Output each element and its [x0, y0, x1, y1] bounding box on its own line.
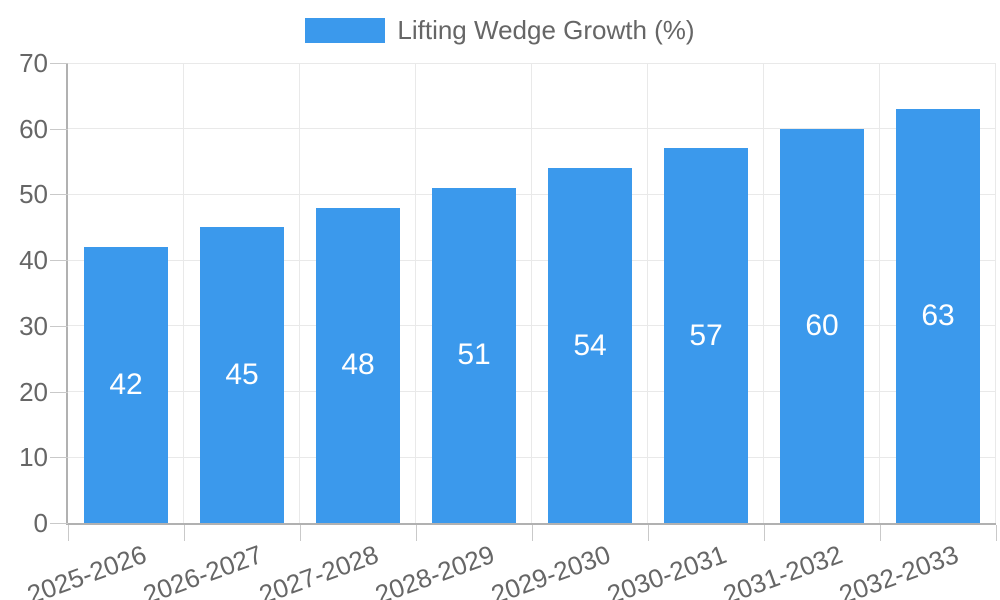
- bar-value-label: 45: [225, 358, 259, 392]
- y-gridline: [68, 325, 996, 327]
- x-gridline: [183, 63, 184, 523]
- x-tick-label: 2027-2028: [254, 539, 382, 600]
- y-tick-mark: [50, 194, 68, 196]
- y-tick-label: 70: [19, 48, 48, 78]
- bar: 54: [548, 168, 632, 523]
- y-tick-mark: [50, 523, 68, 524]
- x-tick-label: 2025-2026: [22, 539, 150, 600]
- x-tick-mark: [416, 525, 417, 541]
- y-tick-label: 60: [19, 113, 48, 144]
- x-gridline: [531, 63, 532, 523]
- y-tick-label: 30: [19, 310, 48, 341]
- bar: 48: [316, 207, 400, 523]
- bar-value-label: 54: [573, 328, 607, 362]
- bar-value-label: 57: [689, 318, 723, 352]
- legend-swatch: [305, 17, 386, 43]
- x-tick-label: 2032-2033: [834, 539, 962, 600]
- bar-value-label: 42: [109, 368, 143, 401]
- plot-area: 42 45 48 51 54 57 60 63: [66, 62, 996, 525]
- x-gridline: [995, 63, 996, 523]
- y-gridline: [68, 259, 996, 261]
- y-gridline: [68, 193, 996, 195]
- y-tick-mark: [50, 325, 68, 327]
- bar: 45: [200, 227, 284, 523]
- y-gridline: [68, 391, 996, 393]
- y-gridline: [68, 456, 996, 458]
- x-gridline: [299, 63, 300, 523]
- x-tick-mark: [68, 525, 69, 541]
- bar: 42: [84, 247, 168, 523]
- bar: 51: [432, 187, 516, 523]
- x-tick-label: 2031-2032: [718, 539, 846, 600]
- bar-value-label: 51: [457, 338, 491, 372]
- y-tick-label: 20: [19, 376, 48, 407]
- y-tick-label: 50: [19, 179, 48, 210]
- x-tick-mark: [648, 525, 649, 541]
- x-gridline: [647, 63, 648, 523]
- x-tick-mark: [880, 525, 881, 541]
- x-tick-mark: [532, 525, 533, 541]
- y-gridline: [68, 128, 996, 130]
- bar: 57: [664, 148, 748, 523]
- x-tick-label: 2028-2029: [370, 539, 498, 600]
- x-gridline: [763, 63, 764, 523]
- x-tick-mark: [764, 525, 765, 541]
- x-tick-mark: [300, 525, 301, 541]
- chart-legend[interactable]: Lifting Wedge Growth (%): [0, 16, 1000, 44]
- y-tick-label: 10: [19, 442, 48, 473]
- x-tick-label: 2029-2030: [486, 539, 614, 600]
- bar-value-label: 60: [805, 308, 839, 342]
- y-tick-label: 0: [33, 508, 48, 538]
- y-tick-mark: [50, 128, 68, 130]
- bar-value-label: 48: [341, 348, 375, 382]
- y-tick-mark: [50, 260, 68, 262]
- x-tick-mark: [184, 525, 185, 541]
- x-tick-label: 2030-2031: [602, 539, 730, 600]
- y-tick-mark: [50, 63, 68, 64]
- x-gridline: [879, 63, 880, 523]
- bar: 60: [780, 128, 864, 523]
- y-tick-mark: [50, 457, 68, 459]
- bar: 63: [896, 109, 980, 523]
- y-tick-mark: [50, 391, 68, 393]
- legend-label: Lifting Wedge Growth (%): [397, 15, 695, 45]
- y-gridline: [68, 62, 996, 64]
- x-tick-label: 2026-2027: [138, 539, 266, 600]
- bar-value-label: 63: [921, 299, 955, 332]
- y-tick-label: 40: [19, 245, 48, 276]
- x-gridline: [415, 63, 416, 523]
- x-tick-mark: [996, 525, 997, 541]
